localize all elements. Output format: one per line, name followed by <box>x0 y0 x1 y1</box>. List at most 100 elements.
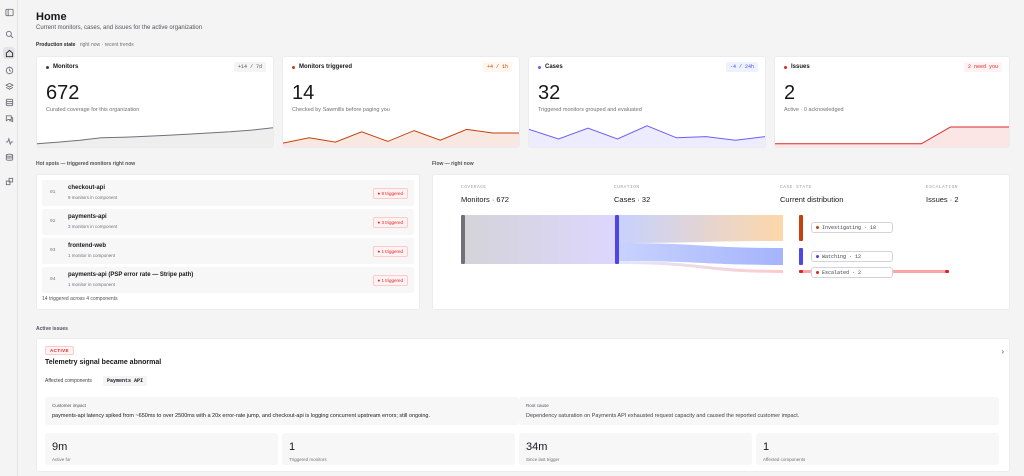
hotspot-sub: 1 monitor in component <box>68 253 116 258</box>
sparkline-area <box>775 127 1009 147</box>
kpi-title: Monitors triggered <box>292 64 352 70</box>
layers-icon[interactable] <box>3 80 15 92</box>
status-dot <box>292 65 295 69</box>
kpi-card-cases[interactable]: Cases -4 / 24h 32 Triggered monitors gro… <box>528 56 766 148</box>
triggered-badge: ● 1 triggered <box>372 246 408 257</box>
flow-band-to-escalated <box>619 261 783 273</box>
home-icon[interactable] <box>3 47 15 59</box>
stat-value: 1 <box>763 441 770 453</box>
database-icon[interactable] <box>3 96 15 108</box>
sidebar <box>0 0 18 476</box>
sparkline-line <box>529 125 765 141</box>
affected-component-chip[interactable]: Payments API <box>103 376 148 386</box>
flow-band-coverage-to-cases <box>465 215 615 264</box>
kpi-description: Triggered monitors grouped and evaluated <box>538 107 642 113</box>
kpi-value: 32 <box>538 82 561 104</box>
kpi-delta-badge: -4 / 24h <box>725 62 758 72</box>
state-pill-escalated[interactable]: Escalated · 2 <box>811 267 893 278</box>
flow-node-watching <box>799 248 803 265</box>
state-pill-watching[interactable]: Watching · 12 <box>811 251 893 262</box>
sparkline-area <box>283 129 519 147</box>
state-trends: recent trends <box>104 42 134 48</box>
hotspot-name: payments-api (PSP error rate — Stripe pa… <box>68 272 194 278</box>
kpi-delta-badge: +14 / 7d <box>233 62 266 72</box>
root-cause-text: Dependency saturation on Payments API ex… <box>526 413 800 419</box>
flow-heading: Monitors · 672 <box>461 195 509 204</box>
stat-box: 9m Active for <box>45 433 278 465</box>
kpi-description: Curated coverage for this organization <box>46 107 140 113</box>
kpi-card-monitors-triggered[interactable]: Monitors triggered +4 / 1h 14 Checked by… <box>282 56 520 148</box>
kpi-title: Monitors <box>46 64 78 70</box>
hotspots-footer: 14 triggered across 4 components <box>42 296 118 302</box>
hotspot-sub: 9 monitors in component <box>68 195 118 200</box>
chat-icon[interactable] <box>3 112 15 124</box>
sparkline-line <box>775 126 1009 145</box>
state-label: Production state <box>36 42 76 48</box>
flow-heading: Current distribution <box>780 195 844 204</box>
kpi-sparkline <box>37 127 273 147</box>
kpi-sparkline <box>529 125 765 147</box>
hotspots-label: Hot spots — triggered monitors right now <box>36 161 136 167</box>
state-pill-investigating[interactable]: Investigating · 18 <box>811 222 893 233</box>
flow-caption: CURATION <box>614 185 640 190</box>
stat-caption: Triggered monitors <box>289 457 327 462</box>
page-subtitle: Current monitors, cases, and issues for … <box>36 25 203 31</box>
sparkline-line <box>283 128 519 144</box>
integrations-icon[interactable] <box>3 175 15 187</box>
flow-heading: Cases · 32 <box>614 195 651 204</box>
search-icon[interactable] <box>3 28 15 40</box>
flow-band-to-investigating <box>619 215 783 243</box>
hotspots-card: 01 checkout-api 9 monitors in component … <box>36 174 420 310</box>
issue-status-badge: ACTIVE <box>45 346 74 355</box>
hotspot-sub: 1 monitor in component <box>68 282 116 287</box>
main-content: Home Current monitors, cases, and issues… <box>18 0 1024 476</box>
sparkline-line <box>37 127 273 145</box>
hotspot-sub: 3 monitors in component <box>68 224 118 229</box>
page-title: Home <box>36 11 67 23</box>
kpi-title: Issues <box>784 64 810 70</box>
affected-components-label: Affected components <box>45 378 92 384</box>
flow-caption: CASE STATE <box>780 185 813 190</box>
flow-caption: COVERAGE <box>461 185 487 190</box>
triggered-badge: ● 1 triggered <box>372 275 408 286</box>
production-state-row: Production state right now · recent tren… <box>36 42 134 48</box>
flow-heading: Issues · 2 <box>926 195 959 204</box>
stat-value: 1 <box>289 441 296 453</box>
triggered-badge: ● 3 triggered <box>372 217 408 228</box>
chevron-right-icon[interactable]: › <box>1001 347 1004 356</box>
customer-impact-text: payments-api latency spiked from ~650ms … <box>52 413 431 419</box>
hotspot-rank: 02 <box>50 219 56 224</box>
hotspot-row[interactable]: 03 frontend-web 1 monitor in component ●… <box>42 238 414 264</box>
kpi-description: Active · 0 acknowledged <box>784 107 844 113</box>
hotspot-row[interactable]: 01 checkout-api 9 monitors in component … <box>42 180 414 206</box>
storage-icon[interactable] <box>3 151 15 163</box>
hotspot-rank: 03 <box>50 248 56 253</box>
kpi-card-issues[interactable]: Issues 2 need you 2 Active · 0 acknowled… <box>774 56 1010 148</box>
root-cause-caption: Root cause <box>526 403 549 408</box>
status-dot <box>784 65 787 69</box>
sparkline-area <box>37 127 273 147</box>
flow-sankey <box>461 215 949 273</box>
hotspot-name: frontend-web <box>68 243 106 249</box>
monitor-icon[interactable] <box>3 64 15 76</box>
flow-node-monitors <box>461 215 465 264</box>
hotspot-row[interactable]: 04 payments-api (PSP error rate — Stripe… <box>42 267 414 293</box>
triggered-badge: ● 9 triggered <box>372 188 408 199</box>
stat-box: 1 Triggered monitors <box>282 433 515 465</box>
kpi-card-monitors[interactable]: Monitors +14 / 7d 672 Curated coverage f… <box>36 56 274 148</box>
kpi-sparkline <box>775 126 1009 147</box>
hotspot-row[interactable]: 02 payments-api 3 monitors in component … <box>42 209 414 235</box>
kpi-value: 14 <box>292 82 315 104</box>
hotspot-rank: 04 <box>50 277 56 282</box>
panel-toggle-icon[interactable] <box>3 6 15 18</box>
flow-node-cases <box>615 215 619 264</box>
root-cause-box: Root cause Dependency saturation on Paym… <box>519 397 999 425</box>
sparkline-area <box>529 125 765 147</box>
flow-node-issues <box>945 270 949 273</box>
active-issues-label: Active issues <box>36 326 68 332</box>
kpi-description: Checked by Sawmills before paging you <box>292 107 390 113</box>
status-dot <box>46 65 49 69</box>
customer-impact-caption: Customer impact <box>52 403 87 408</box>
hotspot-name: payments-api <box>68 214 107 220</box>
activity-icon[interactable] <box>3 135 15 147</box>
